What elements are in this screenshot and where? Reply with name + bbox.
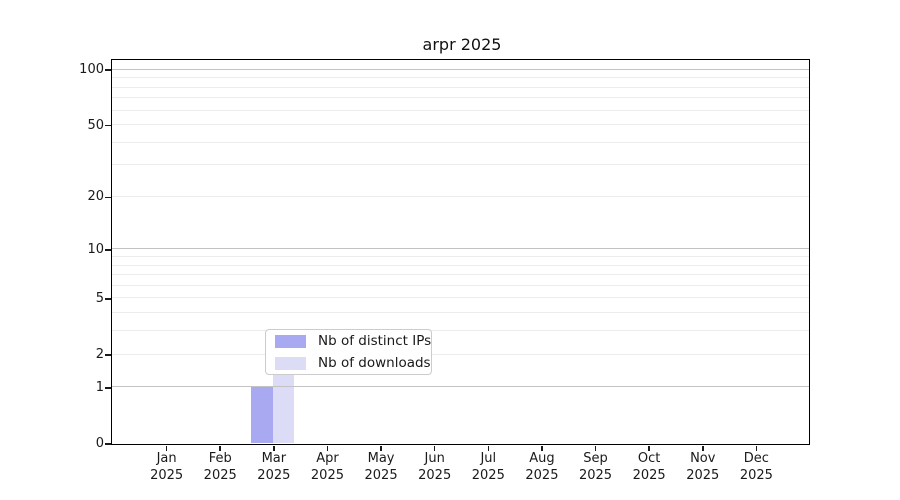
gridline-minor xyxy=(112,124,809,126)
gridline-minor xyxy=(112,274,809,276)
gridline-minor xyxy=(112,195,809,197)
y-tick-label: 50 xyxy=(87,117,104,133)
x-axis-tick xyxy=(219,445,221,451)
x-axis-tick xyxy=(755,445,758,451)
x-tick-label: Feb 2025 xyxy=(203,451,237,483)
y-axis-tick xyxy=(105,443,111,445)
gridline-minor xyxy=(112,264,809,266)
gridline-minor xyxy=(112,312,809,314)
y-tick-label: 20 xyxy=(87,189,104,205)
gridline-minor xyxy=(112,255,809,257)
x-axis-tick xyxy=(165,445,168,451)
bar-nb-of-distinct-ips xyxy=(251,386,273,443)
legend-swatch xyxy=(275,356,306,370)
legend-label: Nb of downloads xyxy=(318,355,431,371)
y-axis-tick xyxy=(105,249,111,251)
y-tick-label: 2 xyxy=(95,347,104,362)
legend: Nb of distinct IPs Nb of downloads xyxy=(265,329,432,375)
gridline-minor xyxy=(112,284,809,286)
x-axis-tick xyxy=(487,445,490,451)
y-tick-label: 1 xyxy=(95,379,104,395)
gridline-major xyxy=(112,248,809,250)
chart-title: arpr 2025 xyxy=(422,35,502,54)
gridline-minor xyxy=(112,109,809,111)
gridline-major xyxy=(112,68,809,70)
y-axis-tick xyxy=(105,196,111,199)
gridline-minor xyxy=(112,77,809,79)
x-axis-tick xyxy=(648,445,650,451)
gridline-minor xyxy=(112,353,809,355)
y-axis-tick xyxy=(105,354,111,356)
y-tick-label: 10 xyxy=(87,241,104,257)
gridline-minor xyxy=(112,164,809,166)
y-tick-label: 100 xyxy=(79,62,104,78)
bar-nb-of-downloads xyxy=(272,354,295,443)
x-tick-label: Apr 2025 xyxy=(310,451,344,483)
x-tick-label: Aug 2025 xyxy=(525,451,559,483)
gridline-minor xyxy=(112,297,809,299)
y-axis-tick xyxy=(105,298,111,300)
y-axis-tick xyxy=(105,124,111,127)
x-axis-tick xyxy=(380,445,382,451)
x-tick-label: Jan 2025 xyxy=(150,451,184,483)
x-tick-label: Jun 2025 xyxy=(418,451,452,483)
gridline-minor xyxy=(112,141,809,143)
y-axis-tick xyxy=(105,387,111,389)
x-axis-tick xyxy=(702,445,704,451)
x-axis-tick xyxy=(273,445,275,451)
y-axis-tick xyxy=(105,69,111,71)
x-tick-label: Mar 2025 xyxy=(257,451,291,483)
plot-area xyxy=(111,59,810,445)
x-axis-tick xyxy=(594,445,597,451)
legend-item: Nb of distinct IPs xyxy=(275,331,431,351)
x-tick-label: Sep 2025 xyxy=(578,451,613,483)
y-tick-label: 5 xyxy=(95,290,104,306)
gridline-minor xyxy=(112,97,809,99)
x-tick-label: Nov 2025 xyxy=(686,451,720,483)
gridline-minor xyxy=(112,330,809,332)
x-axis-tick xyxy=(433,445,436,451)
y-tick-label: 0 xyxy=(95,436,104,451)
x-tick-label: Jul 2025 xyxy=(471,451,505,483)
x-tick-label: Dec 2025 xyxy=(739,451,773,483)
gridline-minor xyxy=(112,86,809,88)
gridline-major xyxy=(112,386,809,388)
x-tick-label: May 2025 xyxy=(364,451,398,483)
legend-swatch xyxy=(275,334,306,348)
x-axis-tick xyxy=(326,445,329,451)
x-tick-label: Oct 2025 xyxy=(632,451,666,483)
legend-label: Nb of distinct IPs xyxy=(318,333,432,349)
legend-item: Nb of downloads xyxy=(275,353,431,373)
x-axis-tick xyxy=(541,445,543,451)
